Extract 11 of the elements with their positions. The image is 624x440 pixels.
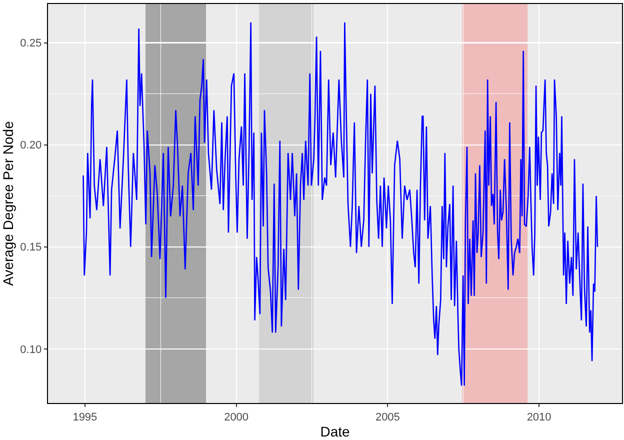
x-tick-label: 1995	[72, 411, 98, 424]
y-tick-label: 0.25	[20, 38, 42, 50]
y-tick-label: 0.15	[20, 242, 42, 254]
y-tick-label: 0.20	[20, 140, 42, 152]
y-axis-title: Average Degree Per Node	[0, 120, 16, 286]
x-tick-label: 2005	[375, 411, 400, 424]
line-series	[82, 22, 598, 386]
x-tick-label: 2010	[526, 411, 552, 424]
y-tick-label: 0.10	[20, 344, 42, 356]
x-axis-title: Date	[320, 424, 350, 440]
x-tick-label: 2000	[224, 411, 249, 424]
